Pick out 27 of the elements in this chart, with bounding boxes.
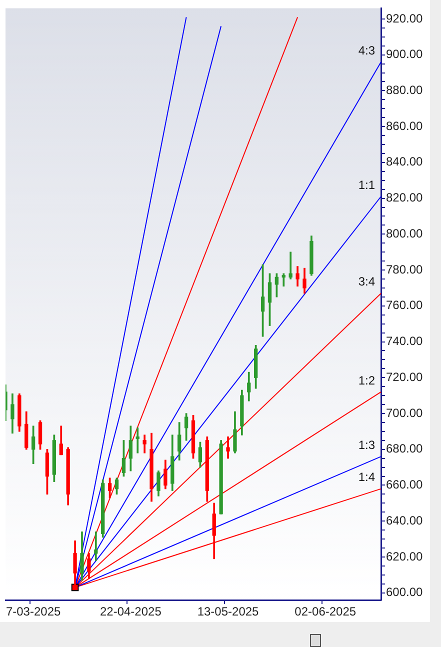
y-tick-label: 800.00: [386, 226, 424, 240]
y-tick-label: 740.00: [386, 334, 424, 348]
series-label: 1:2: [358, 373, 376, 388]
y-tick-label: 640.00: [386, 513, 424, 528]
y-tick-label: 760.00: [386, 298, 424, 312]
y-tick-label: 780.00: [386, 262, 424, 276]
y-tick-label: 700.00: [386, 406, 424, 420]
y-tick-label: 600.00: [386, 585, 424, 600]
y-tick-label: 820.00: [386, 190, 424, 205]
series-label: 4:3: [358, 43, 376, 58]
series-label: 3:4: [358, 274, 376, 289]
x-tick-label: 13-05-2025: [197, 604, 260, 619]
y-tick-label: 680.00: [386, 442, 424, 456]
x-tick-label: 7-03-2025: [6, 604, 61, 619]
y-tick-label: 620.00: [386, 549, 424, 564]
series-label: 1:4: [358, 470, 376, 484]
x-tick-label: 02-06-2025: [294, 604, 356, 619]
y-tick-label: 880.00: [386, 83, 424, 98]
y-tick-label: 660.00: [386, 478, 424, 492]
x-tick-label: 22-04-2025: [100, 604, 162, 619]
y-tick-label: 720.00: [386, 370, 424, 384]
series-label: 1:1: [358, 178, 376, 192]
y-tick-label: 920.00: [386, 11, 424, 26]
series-label: 1:3: [358, 438, 376, 452]
y-tick-label: 840.00: [386, 154, 424, 169]
y-tick-label: 860.00: [386, 118, 424, 133]
y-tick-label: 900.00: [386, 47, 424, 62]
